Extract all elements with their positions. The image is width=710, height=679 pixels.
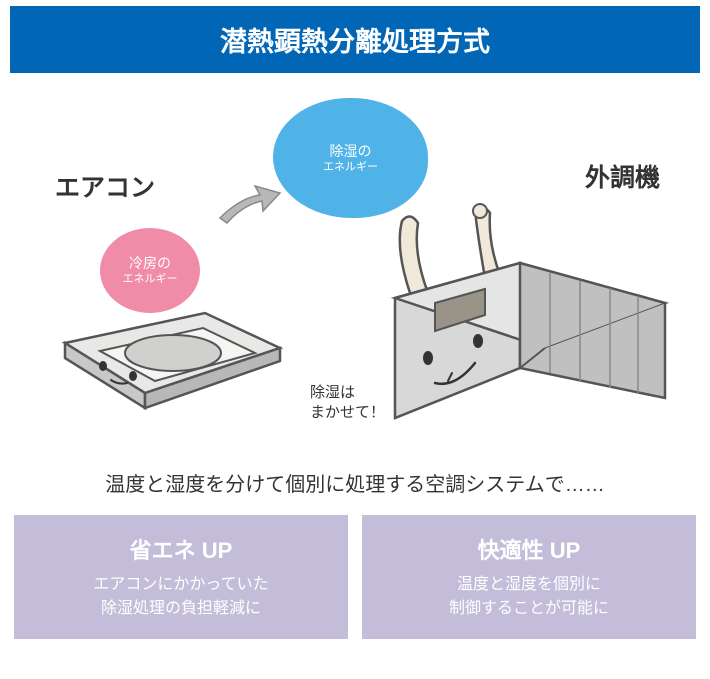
aircon-illustration [55,303,285,453]
diagram-area: エアコン 外調機 除湿の エネルギー 冷房の エネルギー [0,73,710,458]
benefit-desc-line1: エアコンにかかっていた [93,576,268,593]
speech-text: 除湿は まかせて！ [310,383,385,422]
speech-line1: 除湿は [310,384,355,401]
benefit-title: 省エネ UP [24,533,338,565]
bubble-pink-line1: 冷房の [129,254,171,272]
benefit-comfort: 快適性 UP 温度と湿度を個別に 制御することが可能に [362,515,696,639]
benefit-desc: 温度と湿度を個別に 制御することが可能に [372,573,686,621]
bubble-blue-line1: 除湿の [330,142,372,160]
benefit-desc-line2: 除湿処理の負担軽減に [101,600,261,617]
description-text: 温度と湿度を分けて個別に処理する空調システムで…… [0,468,710,497]
title-text: 潜熱顕熱分離処理方式 [220,27,490,57]
benefits-row: 省エネ UP エアコンにかかっていた 除湿処理の負担軽減に 快適性 UP 温度と… [0,515,710,639]
bubble-pink-line2: エネルギー [123,272,178,286]
outdoor-unit-label: 外調機 [585,158,660,194]
benefit-desc-line1: 温度と湿度を個別に [457,576,601,593]
title-banner: 潜熱顕熱分離処理方式 [10,6,700,73]
benefit-desc-line2: 制御することが可能に [449,600,609,617]
benefit-title: 快適性 UP [372,533,686,565]
dehumid-energy-bubble: 除湿の エネルギー [273,98,428,218]
transfer-arrow-icon [215,183,285,233]
outdoor-unit-illustration [380,203,680,453]
speech-line2: まかせて！ [310,404,385,421]
benefit-energy-saving: 省エネ UP エアコンにかかっていた 除湿処理の負担軽減に [14,515,348,639]
benefit-desc: エアコンにかかっていた 除湿処理の負担軽減に [24,573,338,621]
aircon-label: エアコン [55,168,155,204]
bubble-blue-line2: エネルギー [323,160,378,174]
cooling-energy-bubble: 冷房の エネルギー [100,228,200,313]
